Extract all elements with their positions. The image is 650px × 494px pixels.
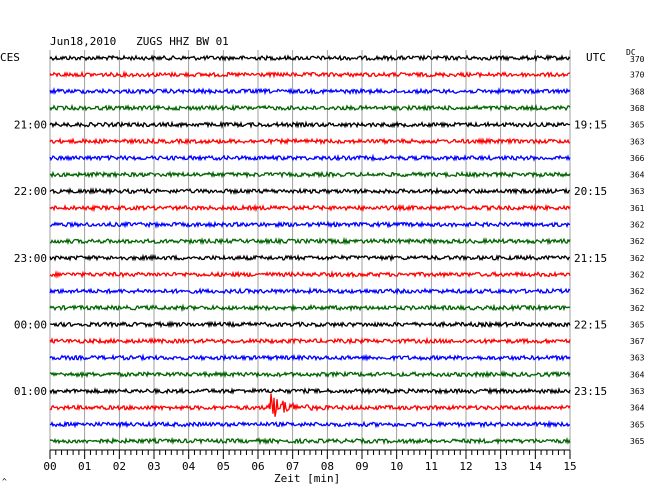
trace-21 [49,393,571,417]
x-tick-label: 00 [43,460,56,473]
x-axis-label: Zeit [min] [274,472,341,485]
left-hour-label: 01:00 [14,385,47,398]
trace-18 [49,353,571,363]
x-tick-label: 14 [529,460,543,473]
dc-value: 363 [630,187,645,196]
trace-11 [49,236,571,246]
x-tick-label: 05 [217,460,230,473]
dc-value: 364 [630,171,645,180]
dc-value: 365 [630,121,645,130]
trace-20 [49,386,571,396]
trace-9 [49,203,571,213]
dc-value: 364 [630,404,645,413]
trace-23 [49,436,571,446]
x-tick-label: 02 [113,460,126,473]
right-hour-label: 22:15 [574,318,607,331]
trace-22 [49,419,571,429]
dc-value: 363 [630,137,645,146]
trace-5 [49,137,571,146]
right-hour-label: 23:15 [574,385,607,398]
x-tick-label: 06 [251,460,264,473]
dc-value: 367 [630,337,645,346]
x-tick-label: 10 [390,460,403,473]
left-timezone-label: CES [0,51,20,64]
dc-value: 362 [630,254,645,263]
right-hour-label: 20:15 [574,185,607,198]
trace-15 [49,303,571,313]
dc-value: 363 [630,387,645,396]
dc-value: 361 [630,204,645,213]
dc-value: 362 [630,237,645,246]
trace-2 [49,87,571,96]
trace-1 [49,70,571,79]
left-hour-label: 00:00 [14,318,47,331]
dc-value: 362 [630,304,645,313]
trace-8 [49,186,571,196]
left-hour-label: 21:00 [14,119,47,132]
dc-value: 364 [630,370,645,379]
dc-value: 366 [630,154,645,163]
trace-19 [49,369,571,379]
trace-4 [49,120,571,130]
x-tick-label: 15 [563,460,576,473]
x-tick-label: 12 [459,460,472,473]
x-tick-label: 01 [78,460,91,473]
dc-value: 368 [630,104,645,113]
dc-value: 365 [630,320,645,329]
x-tick-label: 07 [286,460,299,473]
x-tick-label: 11 [425,460,438,473]
dc-value: 362 [630,221,645,230]
chart-title: Jun18,2010 ZUGS HHZ BW 01 [50,35,229,48]
dc-value: 370 [630,71,645,80]
x-tick-label: 03 [147,460,160,473]
x-tick-label: 09 [355,460,368,473]
dc-value: 365 [630,420,645,429]
dc-value: 370 [630,55,645,64]
right-hour-label: 19:15 [574,119,607,132]
dc-header: DC [626,48,636,57]
trace-7 [49,170,571,179]
dc-value: 368 [630,87,645,96]
corner-mark: ^ [2,477,7,486]
left-hour-label: 23:00 [14,252,47,265]
trace-14 [49,286,571,296]
trace-10 [50,220,571,229]
right-hour-label: 21:15 [574,252,607,265]
trace-3 [49,103,571,112]
dc-value: 363 [630,354,645,363]
trace-0 [49,54,571,63]
right-timezone-label: UTC [586,51,606,64]
dc-value: 362 [630,270,645,279]
left-hour-label: 22:00 [14,185,47,198]
dc-value: 362 [630,287,645,296]
trace-16 [49,320,571,329]
x-tick-label: 08 [321,460,334,473]
trace-12 [49,253,571,263]
x-tick-label: 04 [182,460,196,473]
x-tick-label: 13 [494,460,507,473]
dc-value: 365 [630,437,645,446]
trace-13 [49,270,571,279]
trace-6 [49,153,571,162]
trace-17 [49,336,571,346]
